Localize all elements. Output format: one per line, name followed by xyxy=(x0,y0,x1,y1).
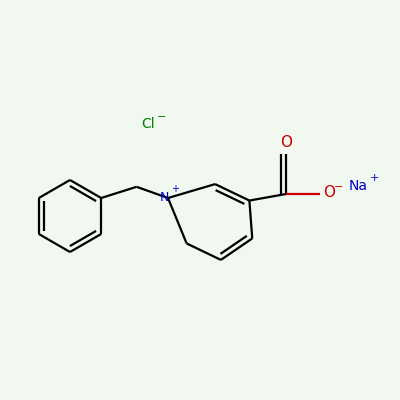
Text: −: − xyxy=(157,112,167,122)
Text: O: O xyxy=(323,185,335,200)
Text: N: N xyxy=(160,191,170,204)
Text: O: O xyxy=(280,135,292,150)
Text: +: + xyxy=(369,173,379,183)
Text: −: − xyxy=(334,182,343,192)
Text: Cl: Cl xyxy=(141,117,155,131)
Text: Na: Na xyxy=(348,179,368,193)
Text: +: + xyxy=(171,184,179,194)
